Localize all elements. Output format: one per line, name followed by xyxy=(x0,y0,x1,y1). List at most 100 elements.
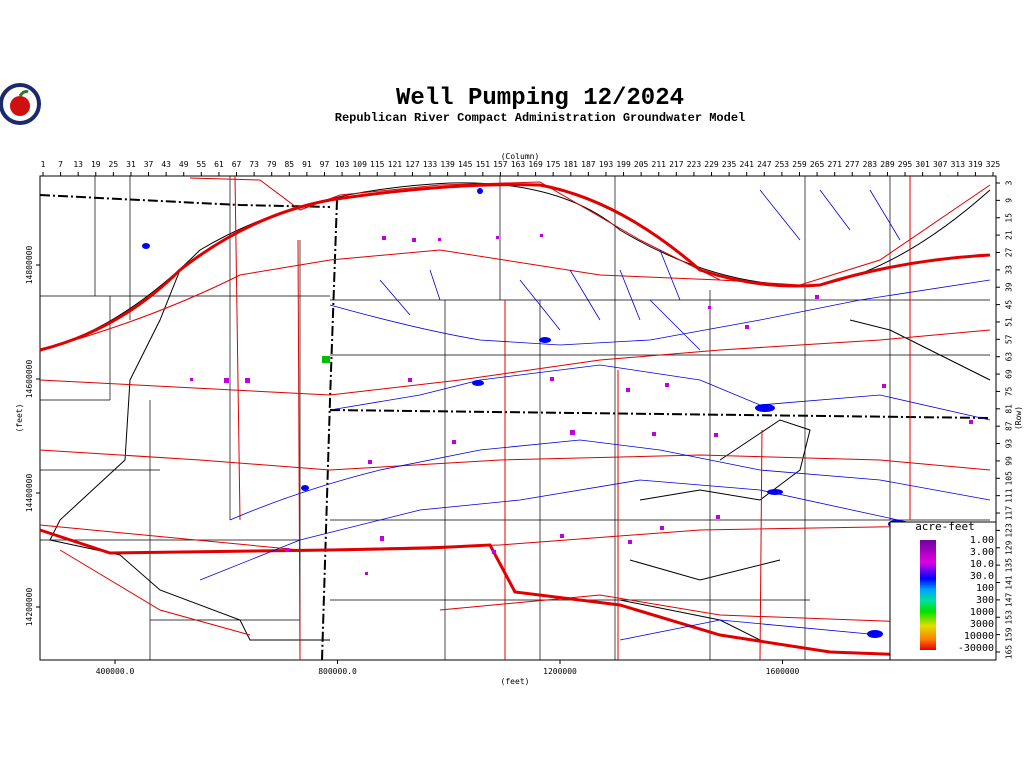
row-tick-label: 81 xyxy=(1005,404,1014,414)
column-tick-label: 259 xyxy=(792,160,807,169)
column-tick-label: 181 xyxy=(564,160,579,169)
x-feet-tick-label: 1600000 xyxy=(766,667,800,676)
column-tick-label: 145 xyxy=(458,160,473,169)
column-tick-label: 133 xyxy=(423,160,438,169)
column-tick-label: 205 xyxy=(634,160,649,169)
column-tick-label: 103 xyxy=(335,160,350,169)
column-tick-label: 313 xyxy=(951,160,966,169)
row-tick-label: 39 xyxy=(1005,282,1014,292)
legend-colorbar xyxy=(920,540,936,650)
row-tick-label: 9 xyxy=(1005,198,1014,203)
row-tick-label: 3 xyxy=(1005,180,1014,185)
column-tick-label: 67 xyxy=(232,160,242,169)
y-feet-label: (feet) xyxy=(15,404,24,433)
column-tick-label: 169 xyxy=(528,160,543,169)
row-tick-label: 33 xyxy=(1005,265,1014,275)
row-tick-label: 117 xyxy=(1005,506,1014,521)
column-tick-label: 19 xyxy=(91,160,101,169)
column-tick-label: 73 xyxy=(249,160,259,169)
column-tick-label: 139 xyxy=(440,160,455,169)
row-tick-label: 45 xyxy=(1005,300,1014,310)
column-tick-label: 55 xyxy=(197,160,207,169)
column-tick-label: 31 xyxy=(126,160,136,169)
row-label: (Row) xyxy=(1014,406,1023,430)
column-tick-label: 109 xyxy=(352,160,367,169)
y-feet-tick-label: 14600000 xyxy=(25,360,34,399)
column-tick-label: 307 xyxy=(933,160,948,169)
well-cells xyxy=(190,234,973,575)
column-tick-label: 289 xyxy=(880,160,895,169)
column-tick-label: 319 xyxy=(968,160,983,169)
legend-box xyxy=(889,521,997,661)
column-tick-label: 325 xyxy=(986,160,1001,169)
x-feet-tick-label: 1200000 xyxy=(543,667,577,676)
column-tick-label: 37 xyxy=(144,160,154,169)
column-tick-label: 211 xyxy=(652,160,667,169)
column-tick-label: 241 xyxy=(739,160,754,169)
column-tick-label: 79 xyxy=(267,160,277,169)
column-tick-label: 97 xyxy=(320,160,330,169)
row-tick-label: 147 xyxy=(1005,592,1014,607)
title: Well Pumping 12/2024 xyxy=(396,85,684,112)
column-tick-label: 157 xyxy=(493,160,508,169)
column-tick-label: 271 xyxy=(827,160,842,169)
x-feet-tick-label: 400000.0 xyxy=(96,667,135,676)
column-tick-label: 247 xyxy=(757,160,772,169)
legend-label: 10000 xyxy=(964,631,994,642)
row-tick-label: 153 xyxy=(1005,610,1014,625)
row-tick-label: 159 xyxy=(1005,627,1014,642)
column-tick-label: 253 xyxy=(775,160,790,169)
row-tick-label: 141 xyxy=(1005,575,1014,590)
row-tick-label: 105 xyxy=(1005,471,1014,486)
column-tick-label: 283 xyxy=(863,160,878,169)
column-tick-label: 13 xyxy=(73,160,83,169)
row-tick-label: 135 xyxy=(1005,558,1014,573)
row-tick-label: 15 xyxy=(1005,213,1014,223)
map-frame xyxy=(39,175,997,661)
row-tick-label: 111 xyxy=(1005,488,1014,503)
logo xyxy=(0,83,41,125)
row-tick-label: 99 xyxy=(1005,456,1014,466)
subtitle: Republican River Compact Administration … xyxy=(335,111,745,125)
row-tick-label: 69 xyxy=(1005,369,1014,379)
legend-label: -30000 xyxy=(958,643,994,654)
column-tick-label: 235 xyxy=(722,160,737,169)
legend-label: 300 xyxy=(976,595,994,606)
legend-label: 30.0 xyxy=(970,571,994,582)
column-tick-label: 49 xyxy=(179,160,189,169)
row-tick-label: 87 xyxy=(1005,421,1014,431)
y-feet-tick-label: 14200000 xyxy=(25,588,34,627)
column-tick-label: 1 xyxy=(41,160,46,169)
legend-label: 3000 xyxy=(970,619,994,630)
row-tick-label: 93 xyxy=(1005,439,1014,449)
column-tick-label: 301 xyxy=(915,160,930,169)
row-tick-label: 27 xyxy=(1005,247,1014,257)
row-tick-label: 21 xyxy=(1005,230,1014,240)
row-tick-label: 57 xyxy=(1005,334,1014,344)
legend-label: 10.0 xyxy=(970,559,994,570)
column-tick-label: 121 xyxy=(388,160,403,169)
column-tick-label: 193 xyxy=(599,160,614,169)
column-tick-label: 295 xyxy=(898,160,913,169)
column-tick-label: 127 xyxy=(405,160,420,169)
column-tick-label: 25 xyxy=(109,160,119,169)
column-tick-label: 85 xyxy=(284,160,294,169)
row-tick-label: 129 xyxy=(1005,540,1014,555)
legend-label: 3.00 xyxy=(970,547,994,558)
column-tick-label: 7 xyxy=(58,160,63,169)
legend-label: 1.00 xyxy=(970,535,994,546)
x-feet-label: (feet) xyxy=(501,677,530,686)
column-tick-label: 223 xyxy=(687,160,702,169)
y-feet-tick-label: 14800000 xyxy=(25,246,34,285)
column-tick-label: 61 xyxy=(214,160,224,169)
legend-label: 100 xyxy=(976,583,994,594)
column-tick-label: 175 xyxy=(546,160,561,169)
row-tick-label: 123 xyxy=(1005,523,1014,538)
column-tick-label: 217 xyxy=(669,160,684,169)
streams xyxy=(199,189,991,641)
column-tick-label: 187 xyxy=(581,160,596,169)
row-tick-label: 51 xyxy=(1005,317,1014,327)
row-tick-label: 63 xyxy=(1005,352,1014,362)
row-tick-label: 75 xyxy=(1005,386,1014,396)
